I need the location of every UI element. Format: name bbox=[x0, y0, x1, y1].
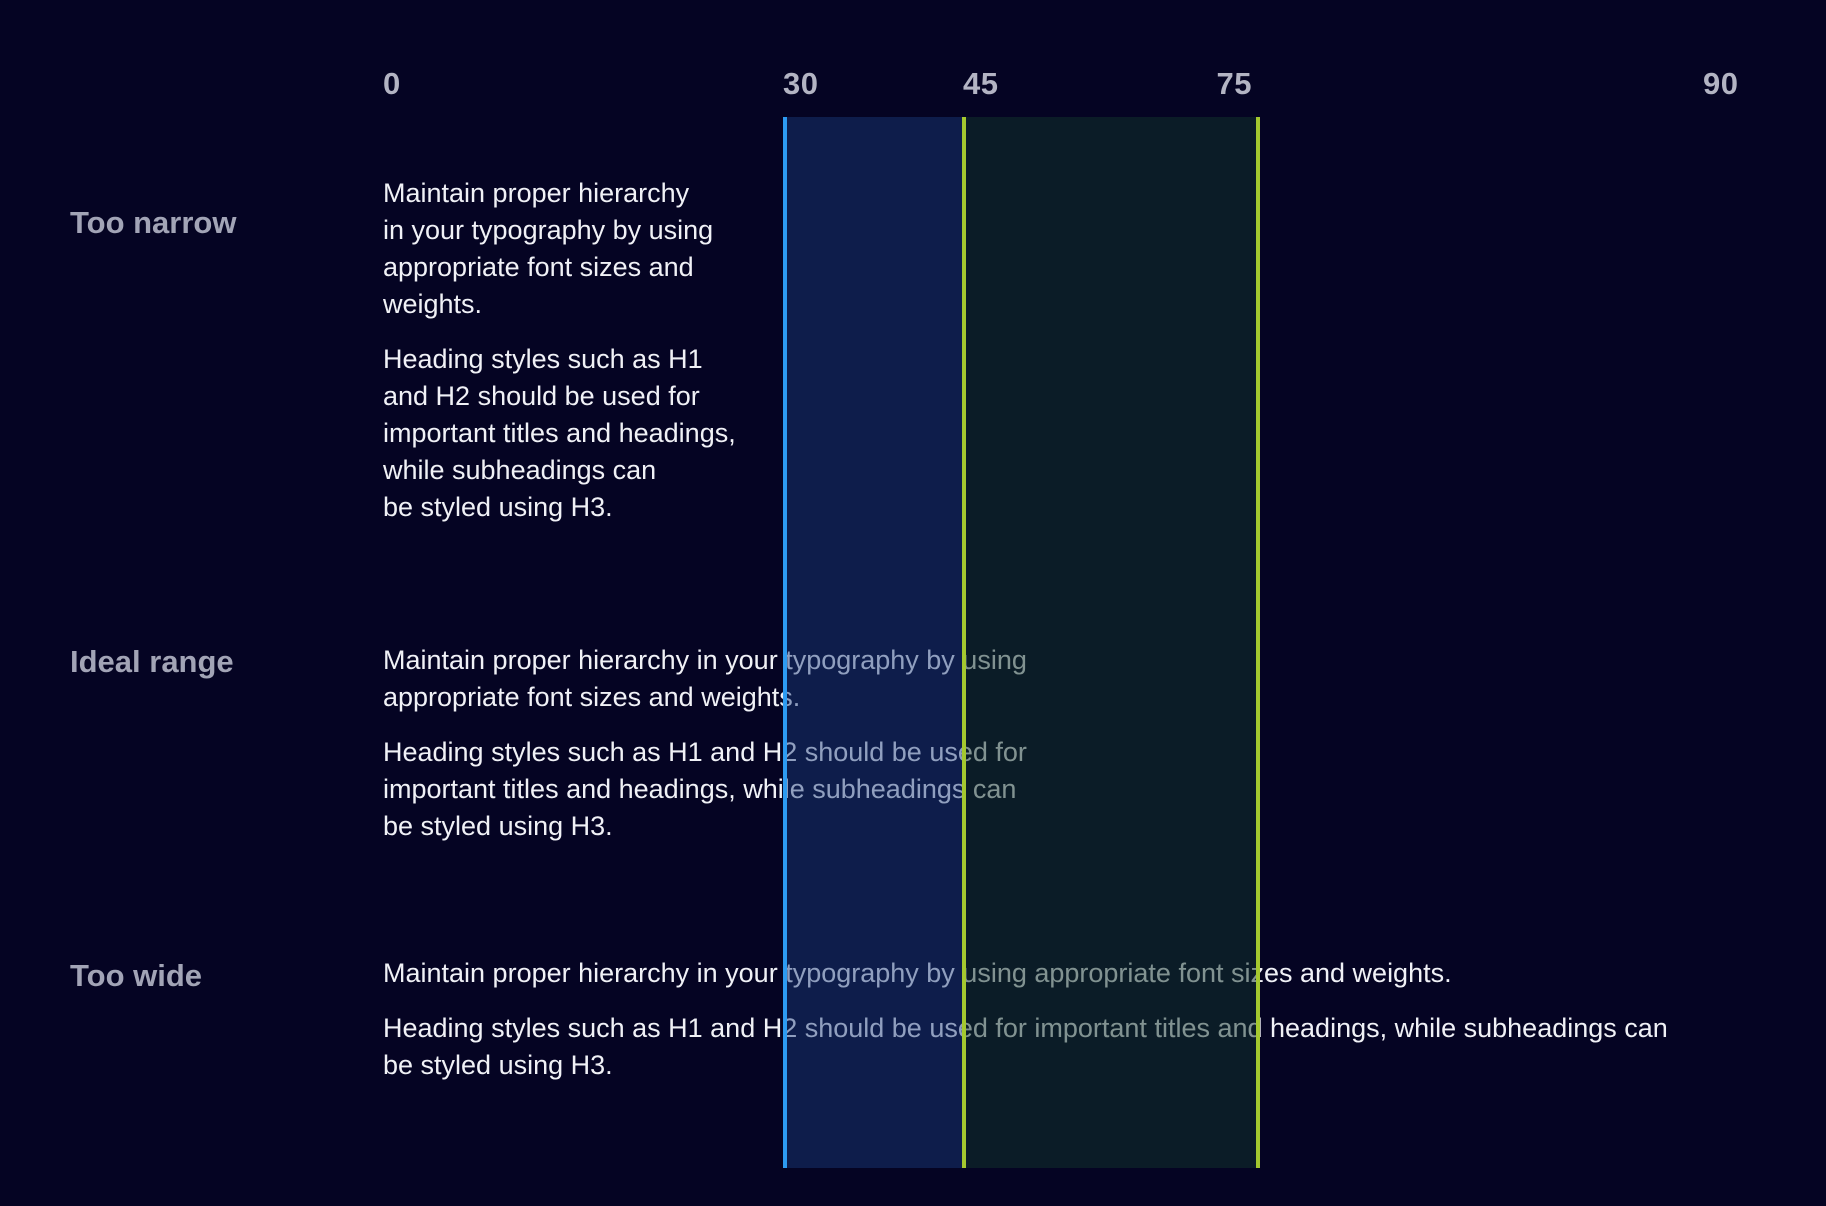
sample-line: Maintain proper hierarchy in your typogr… bbox=[383, 958, 1452, 988]
ruler-tick-0: 0 bbox=[383, 66, 401, 101]
sample-line: and H2 should be used for bbox=[383, 381, 700, 411]
ruler-tick-90: 90 bbox=[1703, 66, 1739, 101]
row-sample-text: Maintain proper hierarchy in your typogr… bbox=[383, 955, 1668, 1084]
sample-line: in your typography by using bbox=[383, 215, 714, 245]
ruler-tick-45: 45 bbox=[963, 66, 999, 101]
sample-line: be styled using H3. bbox=[383, 492, 613, 522]
sample-line: be styled using H3. bbox=[383, 1050, 613, 1080]
sample-paragraph: Heading styles such as H1 and H2 should b… bbox=[383, 341, 736, 526]
sample-line: Maintain proper hierarchy in your typogr… bbox=[383, 645, 1027, 675]
row-label-too-wide: Too wide bbox=[70, 958, 203, 993]
row-sample-text: Maintain proper hierarchy in your typogr… bbox=[383, 642, 1027, 845]
sample-paragraph: Maintain proper hierarchy in your typogr… bbox=[383, 642, 1027, 716]
sample-paragraph: Maintain proper hierarchy in your typogr… bbox=[383, 955, 1668, 992]
ruler-tick-75: 75 bbox=[1216, 66, 1252, 101]
sample-line: Maintain proper hierarchy bbox=[383, 178, 690, 208]
ruler-tick-30: 30 bbox=[783, 66, 819, 101]
sample-line: weights. bbox=[383, 289, 483, 319]
sample-paragraph: Heading styles such as H1 and H2 should … bbox=[383, 734, 1027, 845]
sample-line: while subheadings can bbox=[383, 455, 657, 485]
sample-line: important titles and headings, bbox=[383, 418, 736, 448]
sample-line: be styled using H3. bbox=[383, 811, 613, 841]
sample-paragraph: Heading styles such as H1 and H2 should … bbox=[383, 1010, 1668, 1084]
sample-line: important titles and headings, while sub… bbox=[383, 774, 1017, 804]
row-label-too-narrow: Too narrow bbox=[70, 205, 237, 240]
sample-line: appropriate font sizes and bbox=[383, 252, 694, 282]
sample-paragraph: Maintain proper hierarchy in your typogra… bbox=[383, 175, 736, 323]
row-sample-text: Maintain proper hierarchy in your typogra… bbox=[383, 175, 736, 526]
sample-line: Heading styles such as H1 and H2 should … bbox=[383, 737, 1027, 767]
sample-line: appropriate font sizes and weights. bbox=[383, 682, 801, 712]
row-label-ideal-range: Ideal range bbox=[70, 644, 234, 679]
sample-line: Heading styles such as H1 bbox=[383, 344, 703, 374]
sample-line: Heading styles such as H1 and H2 should … bbox=[383, 1013, 1668, 1043]
